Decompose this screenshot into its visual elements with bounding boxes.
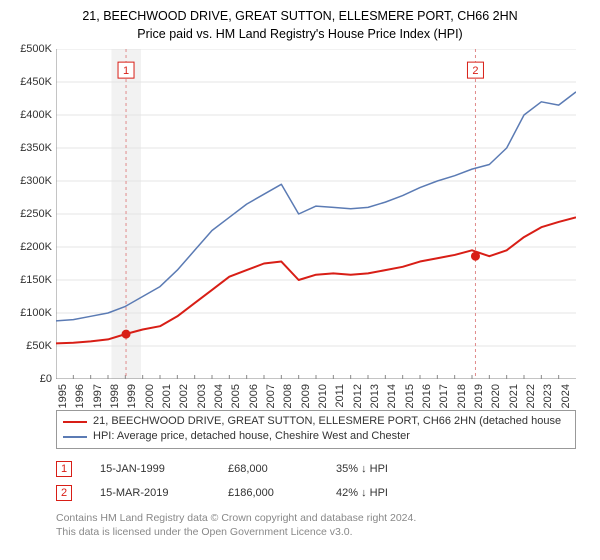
x-tick-label: 2000	[141, 384, 156, 408]
x-tick-label: 2020	[487, 384, 502, 408]
x-tick-label: 2018	[453, 384, 468, 408]
x-tick-label: 1998	[106, 384, 121, 408]
y-tick-label: £350K	[20, 142, 56, 154]
footer-line-1: Contains HM Land Registry data © Crown c…	[56, 511, 586, 525]
y-tick-label: £300K	[20, 175, 56, 187]
x-tick-label: 1995	[54, 384, 69, 408]
legend-box: 21, BEECHWOOD DRIVE, GREAT SUTTON, ELLES…	[56, 410, 576, 449]
title-line-1: 21, BEECHWOOD DRIVE, GREAT SUTTON, ELLES…	[14, 8, 586, 26]
x-tick-label: 2001	[158, 384, 173, 408]
y-tick-label: £150K	[20, 274, 56, 286]
x-tick-label: 2023	[539, 384, 554, 408]
y-tick-label: £250K	[20, 208, 56, 220]
y-tick-label: £50K	[26, 340, 56, 352]
x-tick-label: 2021	[505, 384, 520, 408]
event-pct-1: 42%	[336, 487, 358, 499]
y-tick-label: £200K	[20, 241, 56, 253]
event-date-0: 15-JAN-1999	[100, 463, 210, 475]
event-date-1: 15-MAR-2019	[100, 487, 210, 499]
x-tick-label: 2019	[470, 384, 485, 408]
x-tick-label: 2016	[418, 384, 433, 408]
event-suffix-0: HPI	[370, 463, 388, 475]
x-tick-label: 2012	[349, 384, 364, 408]
event-row-0: 1 15-JAN-1999 £68,000 35% ↓ HPI	[56, 457, 586, 481]
x-tick-label: 2015	[401, 384, 416, 408]
y-tick-label: £450K	[20, 76, 56, 88]
x-tick-label: 2009	[297, 384, 312, 408]
event-suffix-1: HPI	[370, 487, 388, 499]
y-tick-label: £400K	[20, 109, 56, 121]
x-tick-label: 2006	[245, 384, 260, 408]
event-price-0: £68,000	[228, 463, 318, 475]
chart-area: 12 £0£50K£100K£150K£200K£250K£300K£350K£…	[56, 49, 586, 384]
event-pct-0: 35%	[336, 463, 358, 475]
x-tick-label: 2005	[227, 384, 242, 408]
x-tick-label: 2002	[175, 384, 190, 408]
x-tick-label: 2024	[557, 384, 572, 408]
x-tick-label: 2017	[435, 384, 450, 408]
events-table: 1 15-JAN-1999 £68,000 35% ↓ HPI 2 15-MAR…	[56, 457, 586, 505]
x-tick-label: 2003	[193, 384, 208, 408]
x-tick-label: 2011	[331, 384, 346, 408]
svg-text:1: 1	[123, 65, 129, 77]
x-tick-label: 2010	[314, 384, 329, 408]
x-tick-label: 2007	[262, 384, 277, 408]
x-tick-label: 2008	[279, 384, 294, 408]
x-tick-label: 2014	[383, 384, 398, 408]
y-tick-label: £500K	[20, 43, 56, 55]
footer: Contains HM Land Registry data © Crown c…	[56, 511, 586, 539]
x-tick-label: 1996	[71, 384, 86, 408]
event-price-1: £186,000	[228, 487, 318, 499]
x-tick-label: 2013	[366, 384, 381, 408]
event-badge-1: 2	[56, 485, 72, 501]
event-arrow-1: ↓	[361, 487, 367, 499]
chart-svg: 12	[56, 49, 576, 379]
svg-text:2: 2	[472, 65, 478, 77]
legend-row-0: 21, BEECHWOOD DRIVE, GREAT SUTTON, ELLES…	[63, 414, 569, 429]
legend-swatch-1	[63, 436, 87, 438]
event-badge-0: 1	[56, 461, 72, 477]
x-tick-label: 2004	[210, 384, 225, 408]
legend-swatch-0	[63, 421, 87, 423]
title-block: 21, BEECHWOOD DRIVE, GREAT SUTTON, ELLES…	[14, 8, 586, 43]
event-arrow-0: ↓	[361, 463, 367, 475]
title-line-2: Price paid vs. HM Land Registry's House …	[14, 26, 586, 44]
legend-label-1: HPI: Average price, detached house, Ches…	[93, 429, 410, 444]
x-tick-label: 1999	[123, 384, 138, 408]
legend-row-1: HPI: Average price, detached house, Ches…	[63, 429, 569, 444]
y-tick-label: £100K	[20, 307, 56, 319]
x-tick-label: 1997	[89, 384, 104, 408]
footer-line-2: This data is licensed under the Open Gov…	[56, 525, 586, 539]
x-tick-label: 2022	[522, 384, 537, 408]
event-row-1: 2 15-MAR-2019 £186,000 42% ↓ HPI	[56, 481, 586, 505]
legend-label-0: 21, BEECHWOOD DRIVE, GREAT SUTTON, ELLES…	[93, 414, 561, 429]
chart-container: 21, BEECHWOOD DRIVE, GREAT SUTTON, ELLES…	[0, 0, 600, 560]
